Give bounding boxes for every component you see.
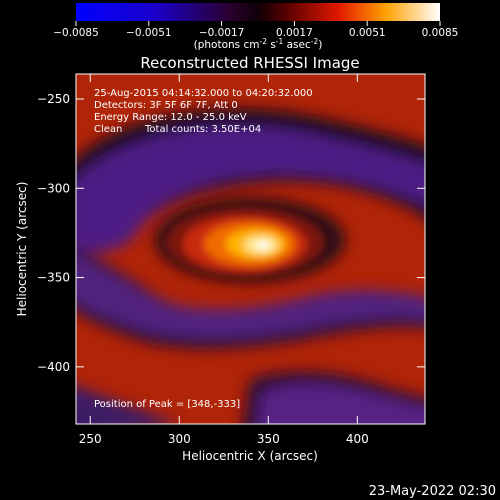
y-axis-label: Heliocentric Y (arcsec) xyxy=(15,182,29,317)
annotation-detectors: Detectors: 3F 5F 6F 7F, Att 0 xyxy=(94,100,238,111)
colorbar-tick-label: 0.0017 xyxy=(276,27,313,39)
annotation-energy: Energy Range: 12.0 - 25.0 keV xyxy=(94,112,247,123)
x-axis-label: Heliocentric X (arcsec) xyxy=(182,449,318,463)
x-axis-ticks: 250 300 350 400 xyxy=(79,74,369,446)
y-tick-label: −300 xyxy=(37,181,70,195)
colorbar-ticks: −0.0085 −0.0051 −0.0017 0.0017 0.0051 0.0085 xyxy=(53,21,458,39)
colorbar-tick-label: −0.0017 xyxy=(199,27,245,39)
y-tick-label: −250 xyxy=(37,92,70,106)
annotation-counts: Total counts: 3.50E+04 xyxy=(144,124,261,135)
colorbar-tick-label: −0.0051 xyxy=(126,27,172,39)
colorbar-tick-label: −0.0085 xyxy=(53,27,99,39)
heatmap-image xyxy=(76,74,425,424)
y-tick-label: −400 xyxy=(37,360,70,374)
colorbar-tick-label: 0.0051 xyxy=(349,27,386,39)
chart-title: Reconstructed RHESSI Image xyxy=(140,54,359,72)
x-tick-label: 300 xyxy=(168,432,191,446)
colorbar-units: (photons cm-2 s-1 asec-2) xyxy=(194,37,323,51)
x-tick-label: 400 xyxy=(346,432,369,446)
x-tick-label: 250 xyxy=(79,432,102,446)
y-axis-ticks: −250 −300 −350 −400 xyxy=(37,92,425,374)
annotation-clean: Clean xyxy=(94,124,122,135)
y-tick-label: −350 xyxy=(37,271,70,285)
annotation-peak: Position of Peak = [348,-333] xyxy=(94,399,240,410)
annotation-time: 25-Aug-2015 04:14:32.000 to 04:20:32.000 xyxy=(94,88,313,99)
colorbar-tick-label: 0.0085 xyxy=(422,27,459,39)
footer-date: 23-May-2022 02:30 xyxy=(369,484,496,499)
plot-frame xyxy=(75,73,426,425)
x-tick-label: 350 xyxy=(257,432,280,446)
colorbar xyxy=(76,3,440,21)
